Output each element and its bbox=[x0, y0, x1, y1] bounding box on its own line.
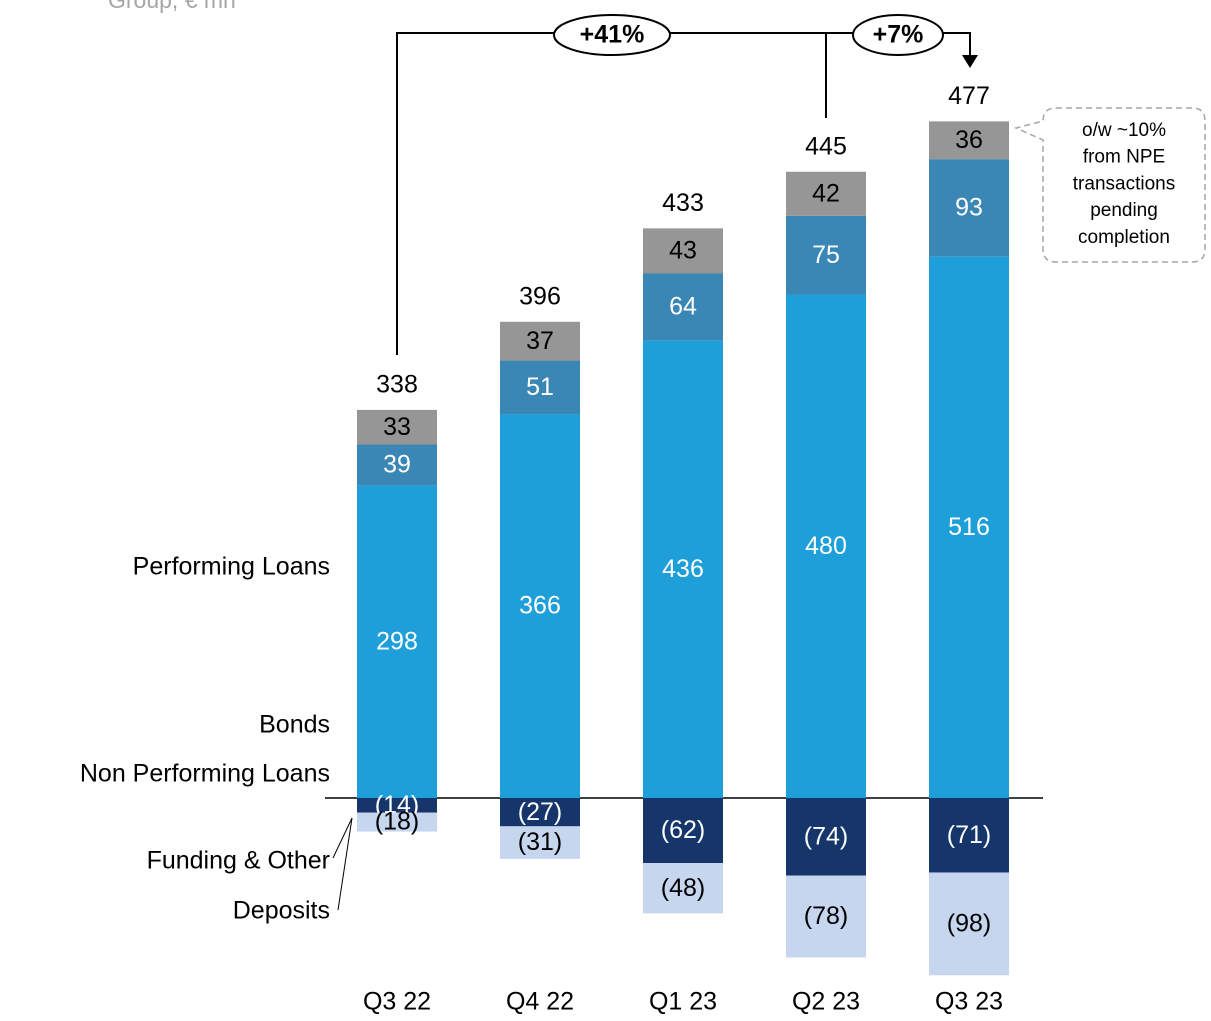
total-label: 477 bbox=[948, 82, 990, 110]
bar-segment bbox=[357, 409, 437, 445]
total-label: 396 bbox=[519, 282, 561, 310]
bar-segment bbox=[786, 875, 866, 958]
bar-segment bbox=[929, 256, 1009, 798]
total-label: 338 bbox=[376, 370, 418, 398]
bar-segment bbox=[500, 360, 580, 415]
data-label: 93 bbox=[955, 194, 983, 222]
data-label: 39 bbox=[383, 451, 411, 479]
bar-segment bbox=[786, 798, 866, 876]
data-label: 436 bbox=[662, 555, 704, 583]
callout: o/w ~10% from NPE transactions pending compl… bbox=[1073, 120, 1175, 248]
bar-segment bbox=[643, 863, 723, 914]
data-label: 36 bbox=[955, 126, 983, 154]
data-label: 37 bbox=[526, 327, 554, 355]
total-label: 445 bbox=[805, 132, 847, 160]
leader-line bbox=[337, 817, 353, 911]
data-label: 64 bbox=[669, 293, 697, 321]
data-label: 42 bbox=[812, 179, 840, 207]
bar-segment bbox=[357, 798, 437, 813]
data-label: (18) bbox=[375, 808, 419, 836]
bracket-line bbox=[396, 32, 971, 355]
bar-segment bbox=[643, 228, 723, 274]
bar-segment bbox=[500, 826, 580, 859]
bar-segment bbox=[786, 171, 866, 216]
bar-segment bbox=[357, 812, 437, 832]
bar-segment bbox=[500, 414, 580, 798]
data-label: 51 bbox=[526, 373, 554, 401]
annotation: +7% bbox=[873, 21, 924, 49]
x-tick-label: Q2 23 bbox=[792, 988, 860, 1016]
series-label: Performing Loans bbox=[133, 553, 330, 581]
bar-segment bbox=[786, 294, 866, 798]
data-label: (71) bbox=[947, 821, 991, 849]
bar-segment bbox=[357, 485, 437, 798]
data-label: 480 bbox=[805, 532, 847, 560]
bar-segment bbox=[929, 121, 1009, 160]
callout-text: pending bbox=[1090, 200, 1158, 221]
x-tick-label: Q4 22 bbox=[506, 988, 574, 1016]
data-label: (62) bbox=[661, 816, 705, 844]
bar-segment bbox=[786, 215, 866, 295]
bar-segment bbox=[643, 340, 723, 798]
data-label: 298 bbox=[376, 627, 418, 655]
bar-segment bbox=[643, 273, 723, 341]
bar-segment bbox=[357, 444, 437, 486]
series-label: Funding & Other bbox=[147, 847, 330, 875]
bar-segment bbox=[929, 159, 1009, 257]
data-label: (78) bbox=[804, 902, 848, 930]
bar-segment bbox=[500, 798, 580, 827]
data-label: 33 bbox=[383, 413, 411, 441]
x-tick-label: Q1 23 bbox=[649, 988, 717, 1016]
data-label: 516 bbox=[948, 513, 990, 541]
arrow-head bbox=[962, 55, 978, 68]
data-label: 366 bbox=[519, 592, 561, 620]
bar-segment bbox=[643, 798, 723, 864]
annotation-bubble bbox=[852, 14, 944, 56]
data-label: (27) bbox=[518, 798, 562, 826]
data-label: (98) bbox=[947, 909, 991, 937]
series-label: Bonds bbox=[259, 711, 330, 739]
bar-segment bbox=[500, 321, 580, 361]
growth-brackets bbox=[396, 32, 971, 355]
subtitle: Group, € mn bbox=[108, 0, 236, 13]
series-label: Deposits bbox=[233, 897, 330, 925]
annotation-bubble bbox=[553, 14, 671, 56]
total-label: 433 bbox=[662, 189, 704, 217]
annotation: +41% bbox=[580, 21, 645, 49]
series-label: Non Performing Loans bbox=[80, 760, 330, 788]
callout-text: o/w ~10% bbox=[1082, 120, 1166, 141]
data-label: 43 bbox=[669, 237, 697, 265]
data-label: (74) bbox=[804, 822, 848, 850]
data-label: 75 bbox=[812, 241, 840, 269]
data-label: (31) bbox=[518, 828, 562, 856]
bar-segment bbox=[929, 798, 1009, 873]
x-tick-label: Q3 23 bbox=[935, 988, 1003, 1016]
callout-text: completion bbox=[1078, 227, 1170, 248]
callout-box bbox=[1013, 107, 1206, 263]
data-label: (48) bbox=[661, 874, 705, 902]
bar-segment bbox=[929, 872, 1009, 976]
callout-text: from NPE bbox=[1083, 147, 1165, 168]
leader-line bbox=[332, 817, 353, 859]
x-tick-label: Q3 22 bbox=[363, 988, 431, 1016]
callout-text: transactions bbox=[1073, 173, 1175, 194]
